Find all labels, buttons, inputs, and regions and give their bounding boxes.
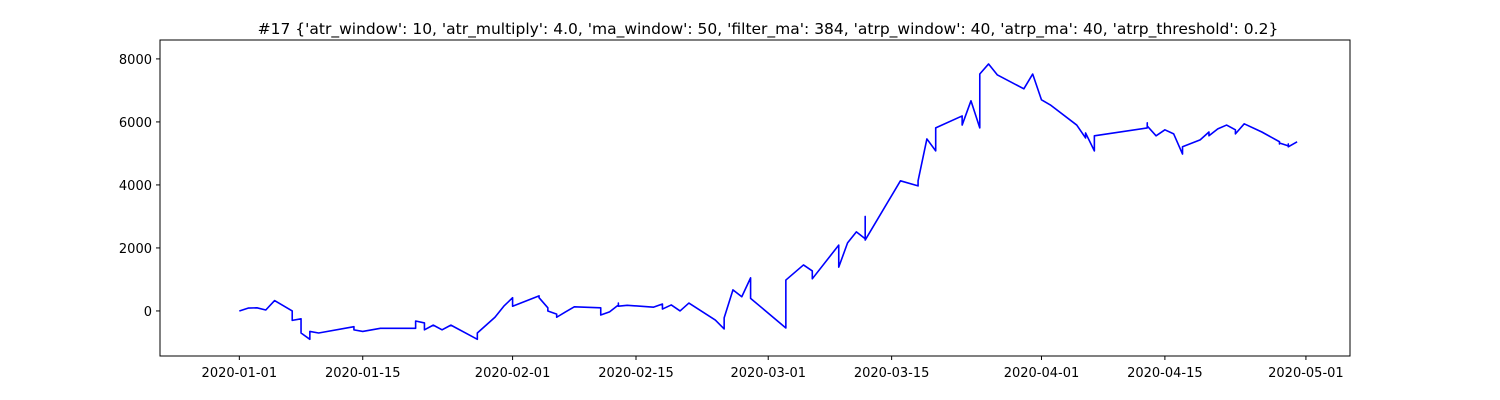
y-tick-label: 8000 bbox=[119, 53, 152, 68]
x-tick-label: 2020-03-15 bbox=[854, 366, 930, 381]
data-line bbox=[239, 63, 1298, 341]
y-tick-label: 0 bbox=[144, 305, 152, 320]
x-tick-label: 2020-04-15 bbox=[1127, 366, 1203, 381]
plot-frame bbox=[159, 39, 1351, 357]
x-tick-label: 2020-04-01 bbox=[1004, 366, 1080, 381]
x-tick-label: 2020-03-01 bbox=[730, 366, 806, 381]
y-tick-label: 2000 bbox=[119, 242, 152, 257]
y-tick-label: 6000 bbox=[119, 116, 152, 131]
x-tick-label: 2020-02-01 bbox=[475, 366, 551, 381]
x-tick-label: 2020-02-15 bbox=[598, 366, 674, 381]
x-tick-label: 2020-05-01 bbox=[1268, 366, 1344, 381]
y-tick-label: 4000 bbox=[119, 179, 152, 194]
x-tick-label: 2020-01-01 bbox=[202, 366, 278, 381]
x-tick-label: 2020-01-15 bbox=[325, 366, 401, 381]
chart-title: #17 {'atr_window': 10, 'atr_multiply': 4… bbox=[258, 20, 1279, 39]
